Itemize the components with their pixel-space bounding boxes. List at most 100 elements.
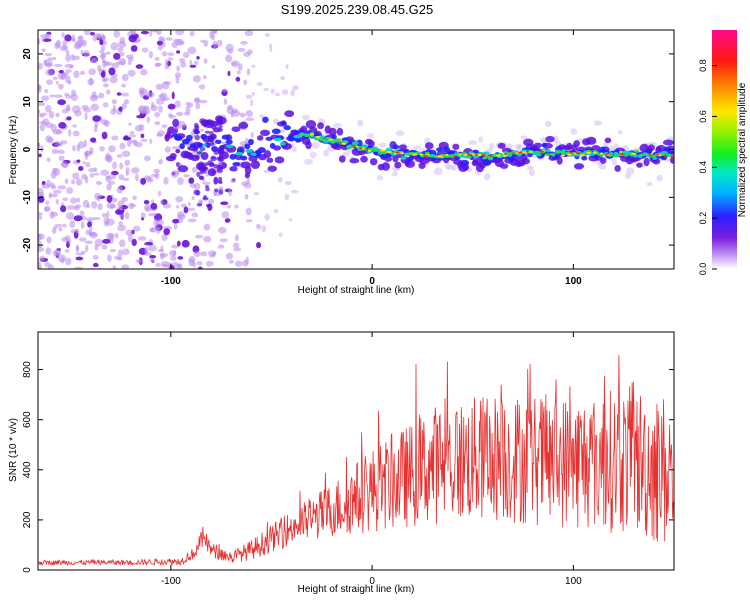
noise-blob xyxy=(278,232,283,237)
noise-blob xyxy=(45,69,54,76)
noise-blob xyxy=(39,255,45,262)
noise-blob xyxy=(216,39,223,47)
noise-blob xyxy=(117,47,124,52)
noise-blob xyxy=(159,200,164,205)
ridge-blue xyxy=(229,153,237,160)
noise-blob xyxy=(60,205,67,213)
ridge-yellow xyxy=(458,153,462,156)
ridge-halo xyxy=(593,120,603,126)
noise-blob xyxy=(234,204,239,209)
noise-blob xyxy=(76,197,81,203)
ridge-cyan xyxy=(385,147,393,152)
ridge-purple xyxy=(209,131,214,136)
noise-blob xyxy=(285,63,289,70)
ridge-red xyxy=(351,144,356,147)
noise-blob xyxy=(187,218,197,223)
noise-blob xyxy=(38,109,41,114)
ridge-blue xyxy=(174,135,183,141)
ridge-green xyxy=(304,134,310,138)
snr-xtick-label-2: 100 xyxy=(565,576,582,587)
noise-blob xyxy=(101,131,108,140)
ridge-purple xyxy=(216,156,221,161)
noise-blob xyxy=(64,249,70,253)
ridge-blue xyxy=(331,134,337,140)
noise-blob xyxy=(64,235,71,242)
ridge-yellow xyxy=(386,150,392,154)
noise-blob xyxy=(53,63,63,68)
noise-blob xyxy=(125,54,135,59)
ridge-purple xyxy=(636,162,643,168)
spectrogram-xtick-label-2: 100 xyxy=(565,276,582,287)
noise-blob xyxy=(44,206,50,213)
noise-blob xyxy=(45,104,52,113)
noise-blob xyxy=(90,31,95,36)
snr-ytick-label-4: 800 xyxy=(22,361,33,378)
noise-blob xyxy=(163,176,169,185)
noise-blob xyxy=(110,42,119,51)
noise-blob xyxy=(180,61,187,68)
noise-blob xyxy=(134,141,143,148)
noise-blob xyxy=(89,77,93,86)
noise-blob xyxy=(140,69,148,76)
noise-blob xyxy=(95,180,103,186)
ridge-yellow xyxy=(437,155,444,158)
ridge-purple xyxy=(394,161,402,169)
ridge-blue xyxy=(392,144,400,150)
ridge-red xyxy=(423,154,429,157)
ridge-purple xyxy=(193,122,199,129)
noise-blob xyxy=(51,148,59,154)
ridge-green xyxy=(623,154,629,157)
noise-blob xyxy=(109,248,117,253)
noise-blob xyxy=(66,212,75,220)
noise-blob xyxy=(56,149,66,155)
noise-blob xyxy=(226,204,232,209)
ridge-purple xyxy=(211,156,216,160)
noise-blob xyxy=(108,67,116,76)
noise-blob xyxy=(134,124,143,132)
noise-blob xyxy=(221,211,230,219)
noise-blob xyxy=(141,47,149,53)
noise-blob xyxy=(116,186,124,194)
ridge-yellow xyxy=(528,150,533,154)
noise-blob xyxy=(150,202,158,210)
noise-blob xyxy=(143,107,151,115)
spectrogram-ytick-label-0: -20 xyxy=(22,237,33,252)
ridge-purple xyxy=(205,142,211,149)
ridge-halo xyxy=(377,142,387,147)
noise-blob xyxy=(105,51,111,55)
spectrogram-ytick-label-3: 10 xyxy=(22,96,33,108)
ridge-red xyxy=(575,152,581,154)
noise-blob xyxy=(79,70,86,76)
ridge-green xyxy=(345,146,352,149)
ridge-yellow xyxy=(630,152,637,155)
ridge-purple xyxy=(521,158,530,165)
noise-blob xyxy=(119,142,126,150)
noise-blob xyxy=(38,153,42,158)
ridge-halo xyxy=(520,135,528,140)
noise-blob xyxy=(118,106,123,112)
noise-blob xyxy=(171,244,180,249)
ridge-yellow xyxy=(355,145,359,148)
noise-blob xyxy=(264,33,271,37)
noise-blob xyxy=(113,30,121,38)
noise-blob xyxy=(290,89,295,97)
figure-title: S199.2025.239.08.45.G25 xyxy=(281,2,434,17)
noise-blob xyxy=(58,227,63,232)
noise-blob xyxy=(208,198,215,205)
noise-blob xyxy=(91,200,98,209)
noise-blob xyxy=(263,87,269,92)
ridge-blue xyxy=(247,138,254,146)
noise-blob xyxy=(244,30,254,37)
ridge-halo xyxy=(333,122,342,129)
noise-blob xyxy=(169,114,176,119)
noise-blob xyxy=(146,116,151,124)
noise-blob xyxy=(55,129,63,135)
noise-blob xyxy=(193,60,199,66)
noise-blob xyxy=(148,244,157,252)
noise-blob xyxy=(154,226,160,230)
snr-axes: -100 0 100 0 200 400 600 800 xyxy=(22,332,674,587)
ridge-blue xyxy=(280,120,287,126)
noise-blob xyxy=(49,182,55,189)
ridge-cyan xyxy=(225,144,234,149)
